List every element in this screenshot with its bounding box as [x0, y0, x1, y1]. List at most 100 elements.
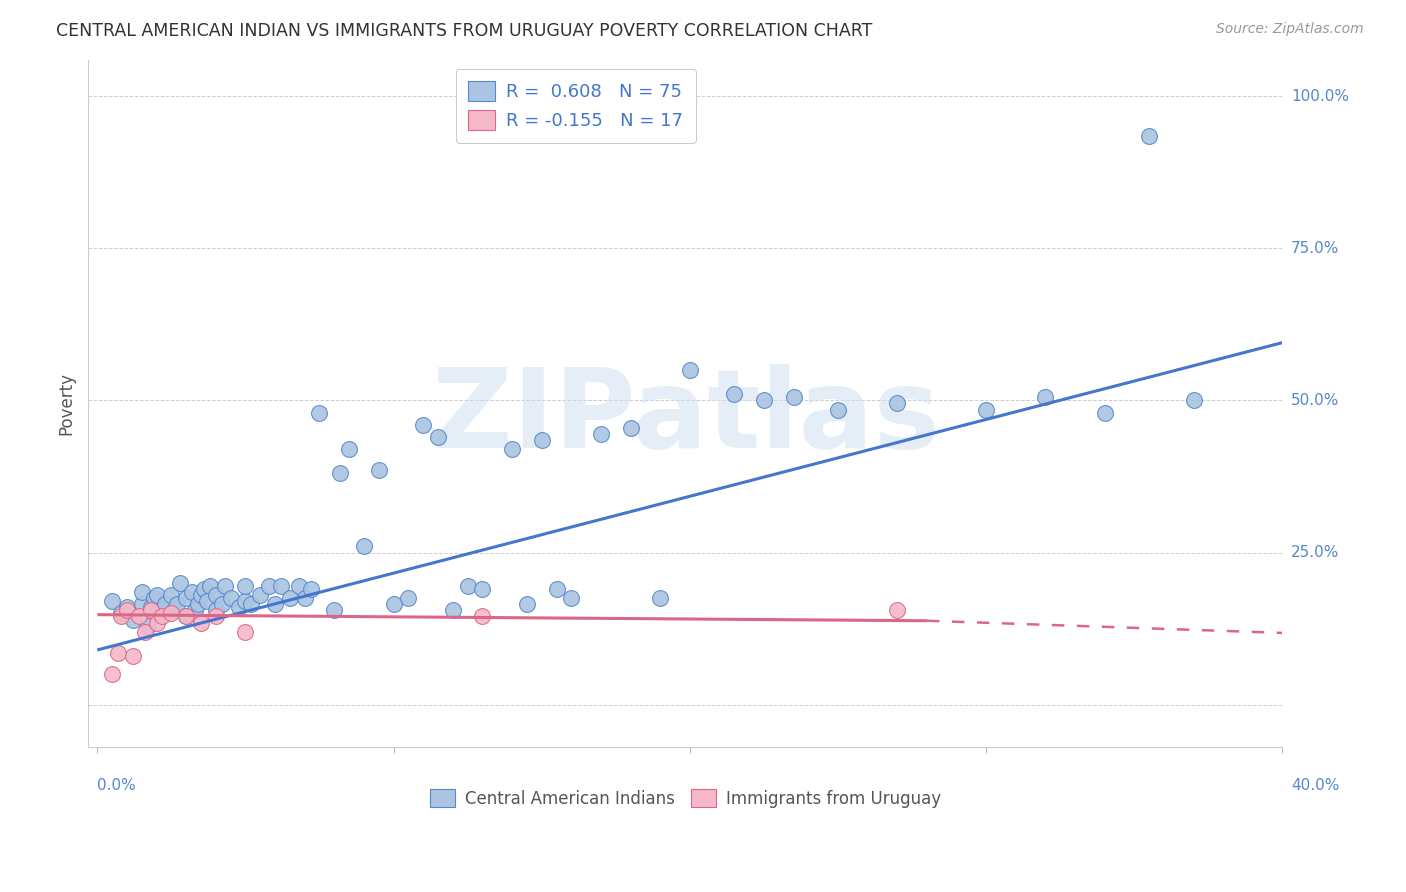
- Point: [264, 597, 287, 611]
- Legend: Central American Indians, Immigrants from Uruguay: Central American Indians, Immigrants fro…: [423, 782, 948, 814]
- Point: [187, 597, 209, 611]
- Point: [195, 594, 218, 608]
- Point: [278, 591, 301, 606]
- Point: [101, 667, 124, 681]
- Point: [145, 607, 167, 621]
- Point: [367, 463, 389, 477]
- Point: [131, 585, 153, 599]
- Text: 100.0%: 100.0%: [1291, 88, 1348, 103]
- Point: [886, 396, 908, 410]
- Text: ZIPatlas: ZIPatlas: [432, 364, 939, 471]
- Point: [723, 387, 745, 401]
- Point: [121, 613, 143, 627]
- Text: 50.0%: 50.0%: [1291, 393, 1339, 408]
- Point: [782, 390, 804, 404]
- Point: [174, 609, 197, 624]
- Point: [235, 579, 257, 593]
- Point: [107, 646, 129, 660]
- Point: [240, 597, 263, 611]
- Point: [471, 582, 494, 596]
- Point: [174, 609, 197, 624]
- Point: [204, 603, 226, 617]
- Point: [110, 609, 132, 624]
- Point: [249, 588, 271, 602]
- Point: [501, 442, 523, 456]
- Point: [145, 615, 167, 630]
- Point: [145, 588, 167, 602]
- Point: [1137, 128, 1160, 143]
- Point: [110, 607, 132, 621]
- Text: Source: ZipAtlas.com: Source: ZipAtlas.com: [1216, 22, 1364, 37]
- Point: [974, 402, 997, 417]
- Point: [457, 579, 479, 593]
- Point: [174, 591, 197, 606]
- Text: 40.0%: 40.0%: [1291, 778, 1339, 793]
- Point: [235, 594, 257, 608]
- Point: [169, 576, 191, 591]
- Point: [589, 426, 612, 441]
- Text: 75.0%: 75.0%: [1291, 241, 1339, 256]
- Point: [190, 615, 212, 630]
- Point: [142, 591, 165, 606]
- Point: [101, 594, 124, 608]
- Point: [160, 588, 183, 602]
- Point: [204, 588, 226, 602]
- Point: [181, 585, 204, 599]
- Point: [160, 607, 183, 621]
- Point: [294, 591, 316, 606]
- Point: [620, 421, 643, 435]
- Point: [163, 603, 186, 617]
- Point: [287, 579, 309, 593]
- Point: [752, 393, 775, 408]
- Point: [228, 600, 250, 615]
- Point: [184, 603, 207, 617]
- Point: [139, 600, 162, 615]
- Point: [204, 609, 226, 624]
- Point: [139, 603, 162, 617]
- Point: [337, 442, 360, 456]
- Point: [134, 624, 156, 639]
- Point: [353, 540, 375, 554]
- Point: [546, 582, 568, 596]
- Point: [257, 579, 280, 593]
- Point: [155, 597, 177, 611]
- Point: [530, 433, 553, 447]
- Text: 25.0%: 25.0%: [1291, 545, 1339, 560]
- Point: [115, 600, 138, 615]
- Point: [382, 597, 405, 611]
- Point: [560, 591, 582, 606]
- Point: [193, 582, 215, 596]
- Point: [211, 597, 233, 611]
- Point: [886, 603, 908, 617]
- Point: [412, 417, 434, 432]
- Point: [299, 582, 322, 596]
- Point: [190, 588, 212, 602]
- Point: [136, 618, 159, 632]
- Point: [198, 579, 221, 593]
- Point: [1182, 393, 1205, 408]
- Point: [1035, 390, 1057, 404]
- Point: [1094, 406, 1116, 420]
- Point: [152, 609, 174, 624]
- Point: [131, 597, 153, 611]
- Point: [516, 597, 538, 611]
- Point: [219, 591, 242, 606]
- Point: [235, 624, 257, 639]
- Point: [396, 591, 419, 606]
- Point: [471, 609, 494, 624]
- Text: 0.0%: 0.0%: [97, 778, 136, 793]
- Point: [650, 591, 672, 606]
- Point: [270, 579, 292, 593]
- Point: [121, 648, 143, 663]
- Point: [323, 603, 346, 617]
- Point: [427, 430, 450, 444]
- Point: [827, 402, 849, 417]
- Point: [166, 597, 188, 611]
- Y-axis label: Poverty: Poverty: [58, 372, 75, 435]
- Point: [152, 603, 174, 617]
- Point: [441, 603, 464, 617]
- Point: [115, 603, 138, 617]
- Point: [679, 363, 702, 377]
- Point: [214, 579, 236, 593]
- Point: [329, 467, 352, 481]
